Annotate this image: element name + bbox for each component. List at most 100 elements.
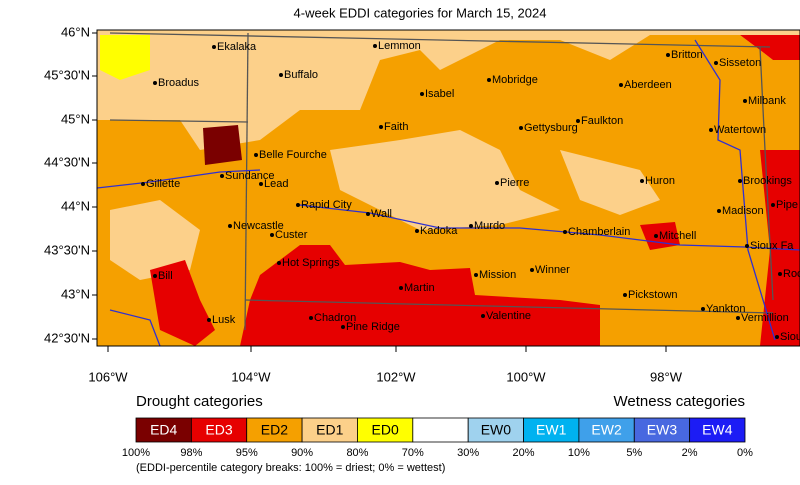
ed3-area — [640, 222, 680, 250]
city-label: Chadron — [314, 312, 356, 324]
legend-label: EW3 — [647, 422, 678, 438]
city-dot — [296, 203, 300, 207]
legend-box — [689, 417, 746, 443]
city-dot — [481, 314, 485, 318]
legend-box — [578, 417, 635, 443]
city-label: Brookings — [743, 175, 792, 187]
city-dot — [743, 99, 747, 103]
city-dot — [738, 179, 742, 183]
city-dot — [530, 268, 534, 272]
ed1-area — [330, 130, 560, 230]
lat-label: 42°30'N — [44, 330, 90, 345]
city-label: Broadus — [158, 77, 199, 89]
city-label: Pickstown — [628, 289, 678, 301]
city-dot — [153, 81, 157, 85]
city-label: Rapid City — [301, 199, 352, 211]
city-label: Siou — [780, 331, 800, 343]
lat-label: 44°N — [61, 198, 90, 213]
wetness-title: Wetness categories — [614, 393, 745, 410]
city-label: Vermillion — [741, 312, 789, 324]
lon-label: 98°W — [650, 369, 683, 384]
city-label: Pine Ridge — [346, 321, 400, 333]
city-label: Wall — [371, 208, 392, 220]
city-dot — [270, 233, 274, 237]
city-label: Custer — [275, 229, 308, 241]
legend-break: 30% — [457, 447, 479, 459]
city-label: Sundance — [225, 170, 275, 182]
city-label: Valentine — [486, 310, 531, 322]
legend-label: ED0 — [372, 422, 399, 438]
lat-label: 43°30'N — [44, 242, 90, 257]
ed3-area — [760, 150, 800, 346]
legend-label: EW0 — [481, 422, 512, 438]
drought-title: Drought categories — [136, 393, 263, 410]
city-dot — [309, 316, 313, 320]
legend-box — [190, 417, 248, 443]
city-label: Faith — [384, 121, 408, 133]
legend-break: 90% — [291, 447, 313, 459]
city-dot — [745, 244, 749, 248]
rivers — [97, 39, 800, 346]
city-dot — [778, 272, 782, 276]
city-dot — [399, 286, 403, 290]
city-label: Roc — [783, 268, 800, 280]
lon-label: 100°W — [506, 369, 546, 384]
ed3-area — [740, 35, 800, 60]
city-dot — [341, 325, 345, 329]
map-frame — [96, 29, 800, 347]
city-label: Britton — [671, 49, 703, 61]
ed3-area — [150, 260, 215, 346]
map-title: 4-week EDDI categories for March 15, 202… — [294, 5, 547, 20]
city-dot — [623, 293, 627, 297]
lat-label: 44°30'N — [44, 154, 90, 169]
city-label: Newcastle — [233, 220, 284, 232]
city-dot — [373, 44, 377, 48]
city-dot — [220, 174, 224, 178]
city-dot — [379, 125, 383, 129]
ed1-area — [560, 150, 660, 215]
city-dot — [487, 78, 491, 82]
legend-label: ED3 — [205, 422, 232, 438]
legend-label: EW4 — [702, 422, 733, 438]
city-label: Madison — [722, 205, 764, 217]
city-label: Mitchell — [659, 230, 696, 242]
city-label: Murdo — [474, 220, 505, 232]
city-dot — [212, 45, 216, 49]
legend-label: ED1 — [316, 422, 343, 438]
state-borders — [109, 32, 774, 331]
legend-label: EW1 — [536, 422, 567, 438]
legend-box — [246, 417, 303, 443]
city-dot — [714, 61, 718, 65]
legend-label: EW2 — [591, 422, 622, 438]
city-dot — [576, 119, 580, 123]
city-label: Pierre — [500, 177, 529, 189]
city-dot — [717, 209, 721, 213]
city-dot — [254, 153, 258, 157]
city-label: Belle Fourche — [259, 149, 327, 161]
city-label: Gettysburg — [524, 122, 578, 134]
legend-label: ED4 — [150, 422, 177, 438]
city-label: Aberdeen — [624, 79, 672, 91]
legend-box — [412, 417, 469, 443]
city-label: Sisseton — [719, 57, 761, 69]
legend-break: 20% — [513, 447, 535, 459]
legend-break: 0% — [737, 447, 753, 459]
city-dot — [153, 274, 157, 278]
city-label: Chamberlain — [568, 226, 630, 238]
lon-label: 102°W — [376, 369, 416, 384]
city-label: Milbank — [748, 95, 786, 107]
city-dot — [519, 126, 523, 130]
ed1-area — [110, 200, 200, 280]
city-dot — [279, 73, 283, 77]
legend-label: ED2 — [261, 422, 288, 438]
city-dot — [420, 92, 424, 96]
city-label: Buffalo — [284, 69, 318, 81]
ed3-area — [240, 245, 600, 346]
legend-box — [135, 417, 192, 443]
city-label: Watertown — [714, 124, 766, 136]
ed0-area — [100, 35, 150, 80]
lat-label: 46°N — [61, 24, 90, 39]
city-dot — [619, 83, 623, 87]
legend-break: 10% — [568, 447, 590, 459]
